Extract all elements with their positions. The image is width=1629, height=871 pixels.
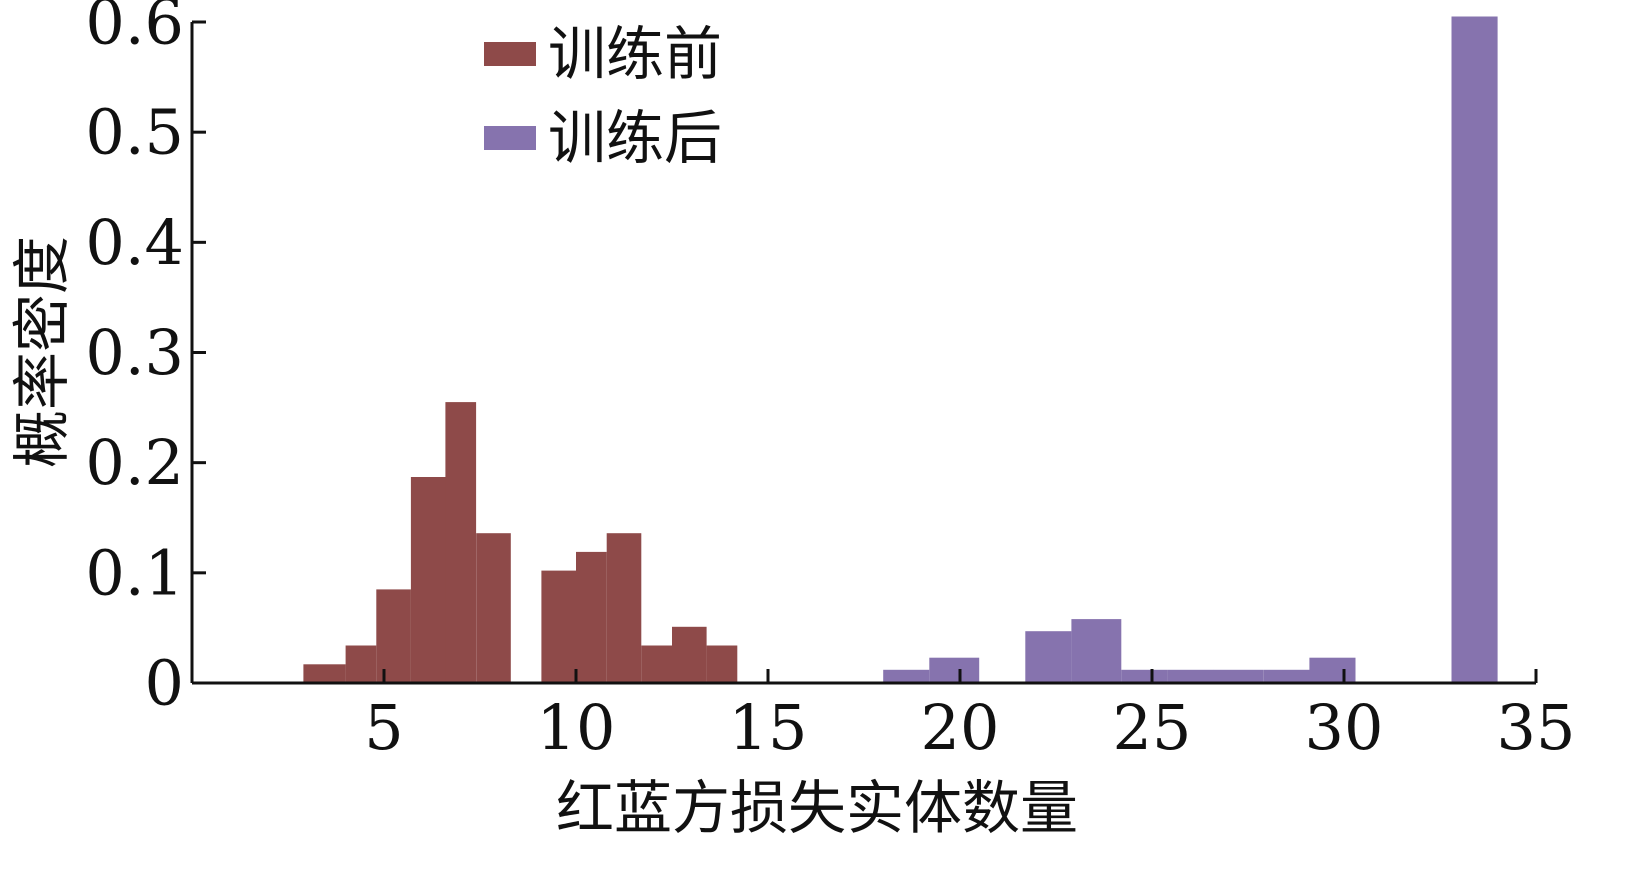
bar-series-1-bin-4 [410, 477, 446, 683]
x-tick-label: 10 [537, 691, 616, 764]
x-tick-label: 35 [1497, 691, 1576, 764]
bar-series-2-bin-4 [1071, 619, 1122, 683]
y-tick-label: 0 [145, 647, 184, 720]
x-tick-label: 5 [364, 691, 403, 764]
legend-label-1: 训练前 [548, 20, 722, 88]
bar-series-2-bin-10 [1451, 16, 1498, 683]
y-ticks: 0 0.1 0.2 0.3 0.4 0.5 0.6 [85, 0, 206, 720]
bar-series-1-bin-10 [641, 645, 672, 683]
x-tick-label: 20 [921, 691, 1000, 764]
legend-swatch-2 [484, 126, 536, 150]
bar-series-2-bin-9 [1309, 657, 1356, 683]
bar-series-2-bin-3 [1025, 631, 1072, 683]
bar-series-2-bin-1 [883, 669, 930, 683]
y-tick-label: 0.5 [85, 96, 184, 169]
x-tick-label: 25 [1113, 691, 1192, 764]
y-tick-label: 0.6 [85, 0, 184, 59]
y-tick-label: 0.3 [85, 316, 184, 389]
bar-series-2-bin-5 [1121, 669, 1168, 683]
x-ticks: 5 10 15 20 25 30 35 [364, 669, 1575, 764]
bar-series-1-bin-1 [303, 664, 346, 683]
bar-series-1-bin-2 [345, 645, 377, 683]
bar-series-1-bin-6 [476, 533, 511, 683]
bar-series-1-bin-5 [445, 402, 477, 683]
bar-series-2-bin-2 [929, 657, 980, 683]
bar-series-1-bin-9 [606, 533, 642, 683]
bar-series-1-bin-11 [672, 626, 707, 683]
x-tick-label: 30 [1305, 691, 1384, 764]
bar-series-1-bin-3 [376, 589, 411, 683]
bars-layer [303, 16, 1498, 683]
legend-label-2: 训练后 [548, 104, 722, 172]
bar-series-1-bin-12 [706, 645, 738, 683]
legend-swatch-1 [484, 42, 536, 66]
y-tick-label: 0.4 [85, 206, 184, 279]
y-tick-label: 0.2 [85, 426, 184, 499]
y-tick-label: 0.1 [85, 536, 184, 609]
bar-series-2-bin-7 [1213, 669, 1264, 683]
bar-series-1-bin-8 [576, 551, 607, 683]
bar-series-2-bin-8 [1263, 669, 1310, 683]
bar-series-2-bin-6 [1167, 669, 1214, 683]
x-axis-label: 红蓝方损失实体数量 [556, 774, 1078, 842]
y-axis-label: 概率密度 [8, 236, 76, 468]
x-tick-label: 15 [729, 691, 808, 764]
bar-series-1-bin-7 [541, 570, 576, 683]
